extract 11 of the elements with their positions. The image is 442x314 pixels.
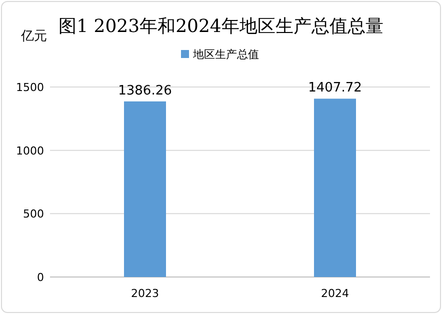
legend-label: 地区生产总值 [192, 48, 259, 61]
y-tick-label: 1000 [16, 144, 44, 158]
data-label: 1407.72 [308, 80, 362, 96]
x-tick-label: 2024 [321, 287, 349, 300]
y-axis-title: 亿元 [20, 29, 47, 44]
x-tick-label: 2023 [131, 287, 159, 300]
chart-title: 图1 2023年和2024年地区生产总值总量 [58, 16, 384, 37]
data-label: 1386.26 [118, 83, 172, 98]
y-tick-label: 1500 [16, 81, 44, 94]
y-tick-label: 0 [37, 271, 44, 284]
y-tick-label: 500 [23, 208, 44, 221]
